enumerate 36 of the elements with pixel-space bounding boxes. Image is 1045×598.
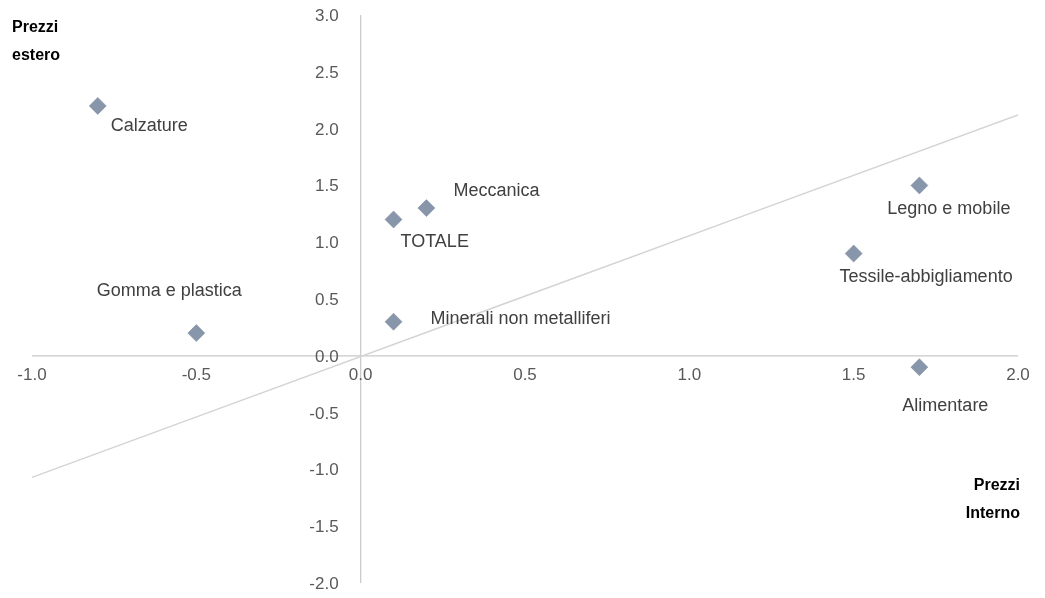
x-tick-label: -0.5 xyxy=(181,364,211,384)
x-tick-label: 0.0 xyxy=(348,364,373,384)
x-tick-label: 1.5 xyxy=(841,364,866,384)
point xyxy=(187,324,206,342)
annotation: TOTALE xyxy=(400,231,469,252)
y-tick-label: 0.0 xyxy=(315,346,339,366)
point xyxy=(384,210,403,229)
annotation: Legno e mobile xyxy=(887,198,1011,219)
y-tick-label: -1.0 xyxy=(309,460,339,480)
annotation: Alimentare xyxy=(902,395,989,416)
annotation: Meccanica xyxy=(453,180,541,201)
point xyxy=(88,97,107,115)
point xyxy=(910,176,929,195)
y-tick-label: 2.0 xyxy=(315,119,339,139)
annotation: Calzature xyxy=(110,114,188,135)
x-tick-label: 1.0 xyxy=(677,364,702,384)
y-tick-label: -1.5 xyxy=(309,517,339,537)
y-tick-label: 0.5 xyxy=(315,289,339,309)
y-tick-label: 1.0 xyxy=(315,233,339,253)
x-tick-label: -1.0 xyxy=(17,364,47,384)
y-tick-label: -2.0 xyxy=(309,573,339,593)
annotation: Tessile-abbigliamento xyxy=(839,265,1013,286)
y-tick-label: 1.5 xyxy=(315,176,339,196)
x-tick-label: 0.5 xyxy=(513,364,537,384)
point xyxy=(844,244,863,263)
x-tick-label: 2.0 xyxy=(1006,364,1030,384)
y-axis-title: Prezzi estero xyxy=(12,18,61,63)
annotation: Minerali non metalliferi xyxy=(430,307,611,328)
y-tick-label: -0.5 xyxy=(309,403,339,423)
point xyxy=(417,199,436,217)
annotation: Gomma e plastica xyxy=(96,280,243,301)
point xyxy=(910,358,929,376)
point xyxy=(384,312,403,331)
y-tick-label: 3.0 xyxy=(315,5,339,25)
x-axis-title: Prezzi Interno xyxy=(965,476,1021,521)
y-tick-label: 2.5 xyxy=(315,62,339,82)
